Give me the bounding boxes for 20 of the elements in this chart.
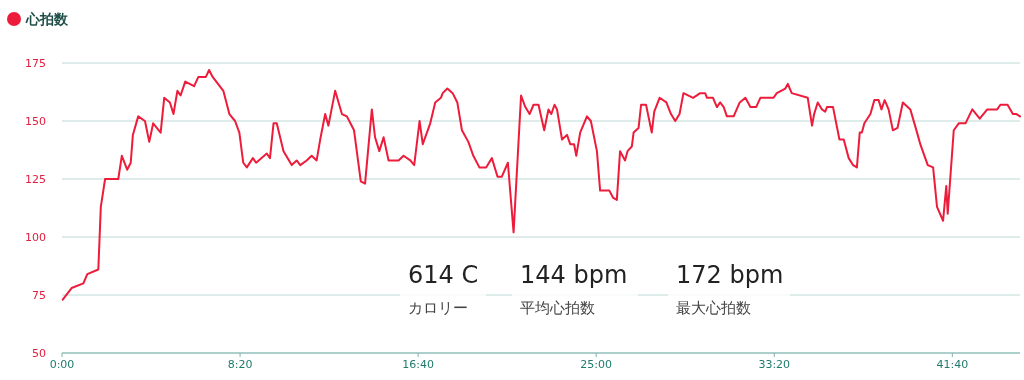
y-tick-label: 175 [25,56,46,70]
annotation: 最大心拍数 [676,299,751,317]
annotation: 平均心拍数 [520,299,595,317]
y-tick-label: 150 [25,114,46,128]
x-tick-label: 16:40 [402,358,434,371]
x-tick-label: 25:00 [580,358,613,371]
line-series [61,68,1021,301]
x-tick-label: 8:20 [227,358,253,371]
annotation: カロリー [408,299,468,317]
x-tick-label: 33:20 [758,358,791,371]
y-tick-label: 100 [25,230,46,244]
y-tick-label: 75 [32,288,46,302]
annotation: 144 bpm [520,261,628,289]
x-tick-label: 41:40 [936,358,969,371]
annotation: 172 bpm [676,261,784,289]
legend-label: 心拍数 [25,10,69,27]
x-tick-label: 0:00 [49,358,75,371]
annotation: 614 C [408,261,479,289]
y-tick-label: 125 [25,172,46,186]
y-tick-label: 50 [32,346,46,360]
